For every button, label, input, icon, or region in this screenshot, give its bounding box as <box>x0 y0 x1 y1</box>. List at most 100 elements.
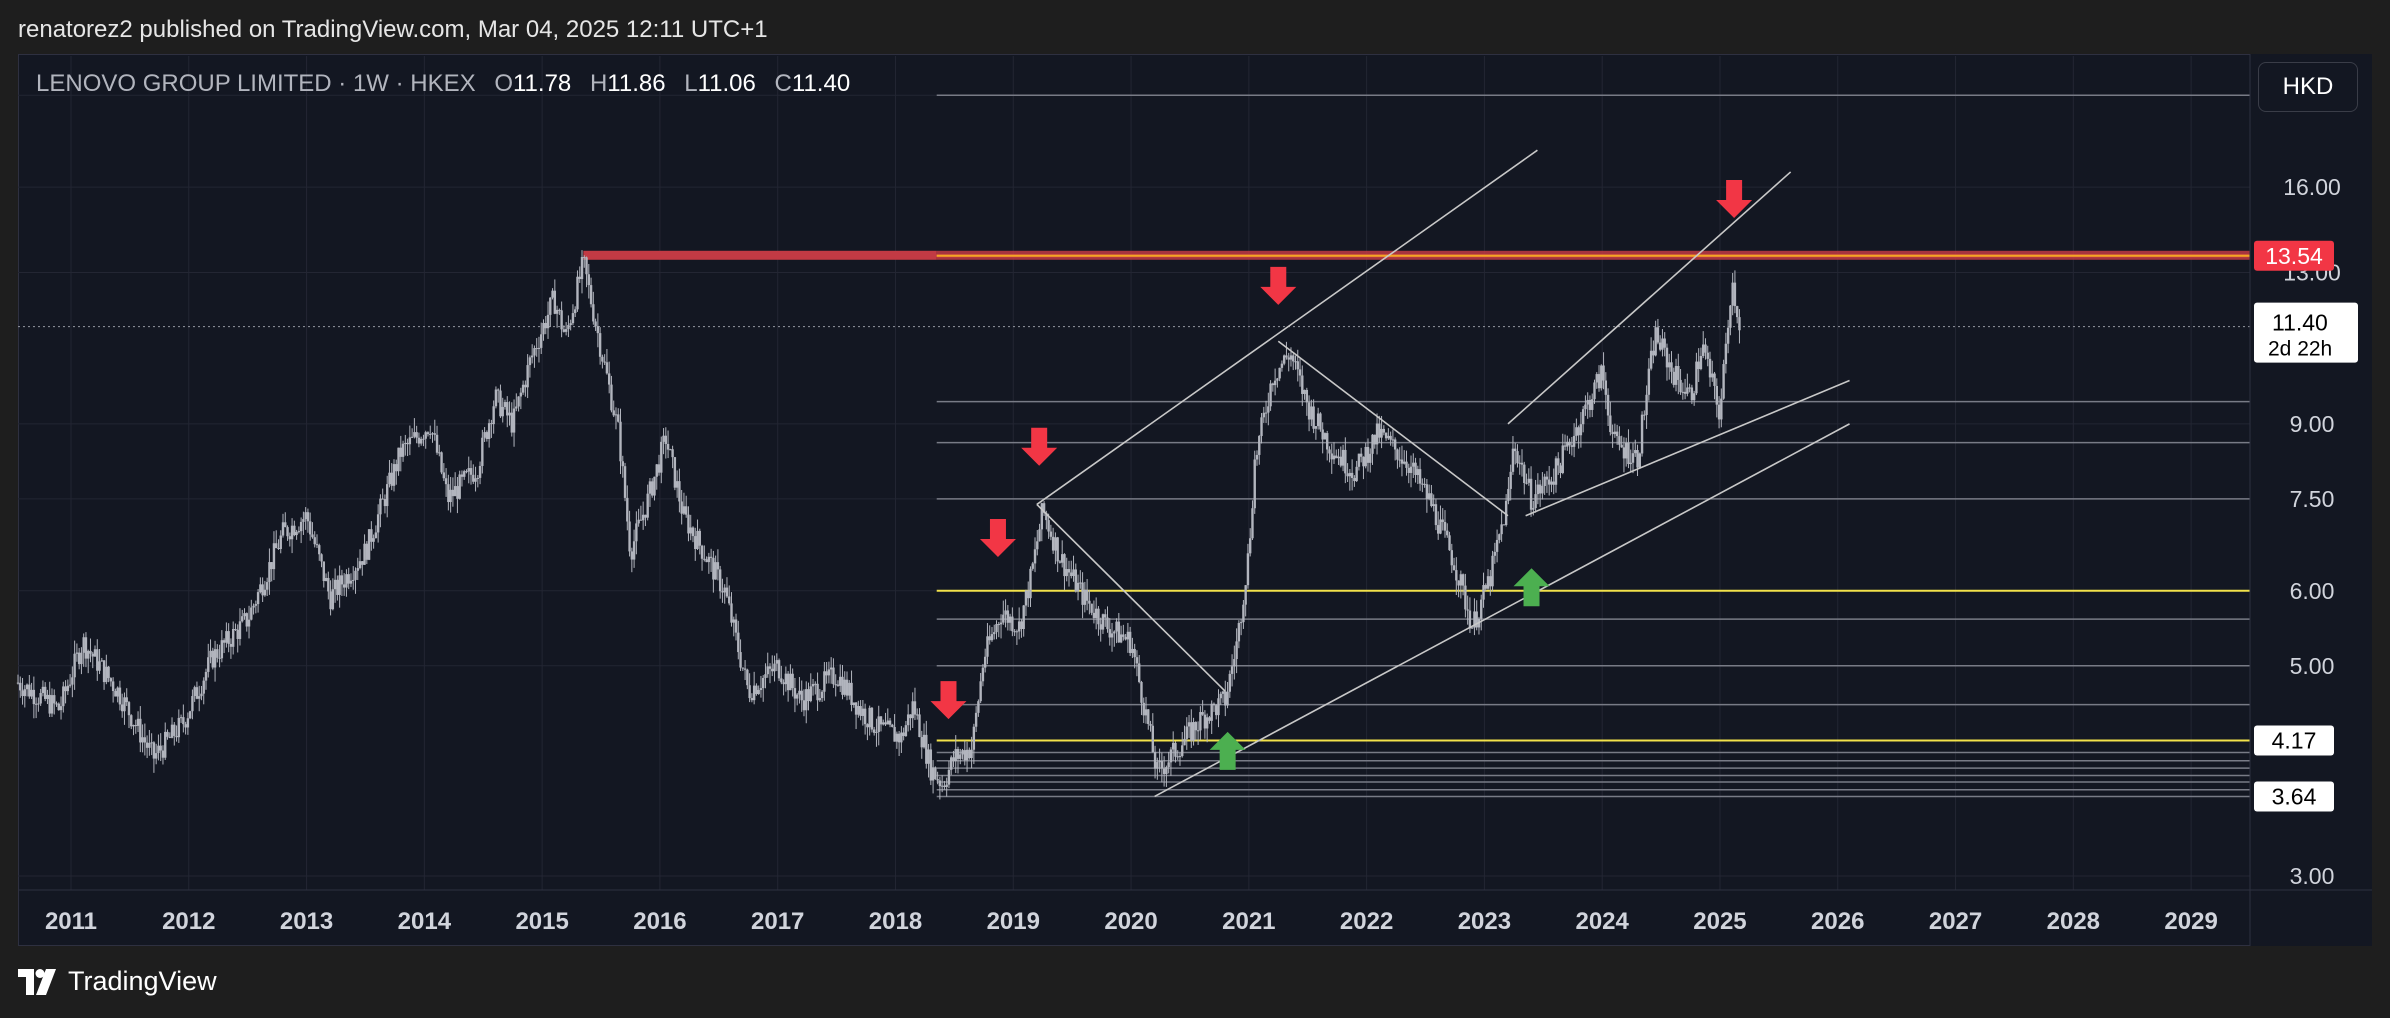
candle-body <box>694 536 697 550</box>
candle-body <box>145 742 149 748</box>
candle-body <box>100 660 104 662</box>
candle-body <box>1588 399 1592 410</box>
time-tick-label: 2025 <box>1693 908 1746 935</box>
candle-body <box>41 686 45 693</box>
candle-body <box>39 692 42 704</box>
candle-body <box>447 484 450 503</box>
candle-body <box>909 714 912 719</box>
candle-body <box>1430 493 1433 507</box>
candle-body <box>16 682 20 684</box>
candle-body <box>669 449 672 451</box>
candle-body <box>1550 481 1553 485</box>
candle-body <box>1219 693 1222 699</box>
candle-body <box>1162 768 1166 775</box>
candle-body <box>1027 590 1030 599</box>
candle-body <box>698 530 701 546</box>
candle-body <box>195 687 199 699</box>
candle-body <box>963 750 966 761</box>
candle-body <box>281 522 285 536</box>
candle-body <box>965 749 969 761</box>
candle-body <box>1033 549 1037 564</box>
candle-body <box>279 535 282 549</box>
low-label: L <box>684 70 698 97</box>
candle-body <box>168 736 171 738</box>
resistance-zone <box>583 250 2250 260</box>
candle-body <box>327 577 330 592</box>
candle-body <box>383 499 387 507</box>
candle-body <box>664 435 668 444</box>
candle-body <box>671 449 674 458</box>
candle-body <box>476 477 480 479</box>
candle-body <box>1554 458 1558 485</box>
candle-body <box>19 682 22 691</box>
candle-body <box>1049 531 1053 537</box>
candle-body <box>537 347 541 349</box>
candle-body <box>1520 462 1524 465</box>
candle-body <box>1423 483 1426 485</box>
candle-body <box>494 389 498 407</box>
candle-body <box>1645 394 1648 415</box>
chart-frame[interactable] <box>18 54 2372 946</box>
candle-body <box>954 749 957 762</box>
candle-body <box>1378 423 1381 438</box>
candle-body <box>1289 355 1293 360</box>
candle-body <box>1461 574 1465 586</box>
candle-body <box>376 514 380 533</box>
candle-body <box>1375 423 1379 445</box>
candle-body <box>1473 611 1476 628</box>
candle-body <box>508 412 511 416</box>
candle-body <box>1221 691 1225 694</box>
candle-body <box>406 442 409 445</box>
price-chart[interactable]: 20.0016.0013.009.007.506.005.003.0013.54… <box>0 0 2390 946</box>
candle-body <box>1063 554 1066 577</box>
candle-body <box>1099 624 1102 630</box>
candle-body <box>304 512 307 520</box>
candle-body <box>374 532 378 539</box>
candle-body <box>1480 599 1483 619</box>
time-tick-label: 2012 <box>162 908 215 935</box>
candle-body <box>365 543 369 560</box>
candle-body <box>950 757 953 770</box>
candle-body <box>132 725 135 727</box>
candle-body <box>1484 585 1487 589</box>
candle-body <box>882 722 885 725</box>
candle-body <box>1568 441 1571 446</box>
candle-body <box>533 348 536 356</box>
candle-body <box>660 441 663 473</box>
footer-brand[interactable]: TradingView <box>18 966 217 997</box>
candle-body <box>1060 554 1064 563</box>
arrow-down-icon <box>1021 427 1058 466</box>
candle-body <box>1045 512 1048 521</box>
candle-body <box>191 696 194 712</box>
candle-body <box>555 309 559 314</box>
candle-body <box>349 580 353 584</box>
candle-body <box>1613 431 1617 435</box>
candle-body <box>1070 572 1073 577</box>
candle-body <box>920 737 923 748</box>
candle-body <box>175 735 178 738</box>
candle-body <box>1559 465 1562 474</box>
footer-brand-label: TradingView <box>68 966 217 996</box>
candle-body <box>979 681 982 702</box>
candle-body <box>250 607 253 620</box>
candle-body <box>1414 462 1417 476</box>
candle-body <box>143 737 147 743</box>
candle-body <box>465 471 468 473</box>
candle-body <box>381 498 384 500</box>
candle-body <box>617 414 620 422</box>
candle-body <box>897 733 901 743</box>
arrow-up-icon <box>1209 731 1246 770</box>
currency-button[interactable]: HKD <box>2258 62 2358 112</box>
candle-body <box>544 322 547 329</box>
candle-body <box>1190 722 1193 741</box>
candle-body <box>218 657 221 659</box>
candle-body <box>1203 714 1207 729</box>
candle-body <box>1557 458 1560 466</box>
candle-body <box>164 731 167 758</box>
trendline <box>1277 340 1509 517</box>
candle-body <box>823 671 826 692</box>
candle-body <box>1525 482 1528 484</box>
candle-body <box>1405 461 1408 468</box>
candle-body <box>691 527 695 537</box>
candle-body <box>182 717 185 725</box>
